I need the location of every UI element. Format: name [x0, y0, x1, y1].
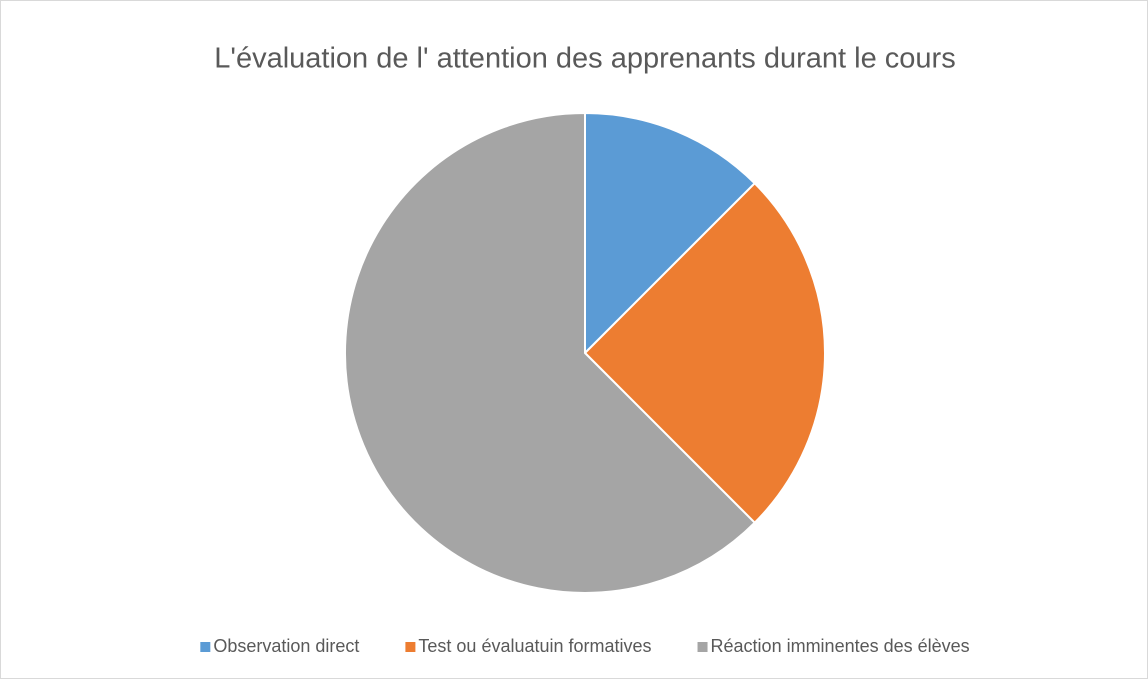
legend-label: Test ou évaluatuin formatives [418, 636, 651, 656]
pie-slice [344, 111, 757, 594]
legend-swatch [697, 642, 708, 652]
legend-swatch [405, 642, 416, 652]
pie-slice [584, 111, 757, 356]
legend-label: Observation direct [213, 636, 359, 656]
chart-title: L'évaluation de l' attention des apprena… [214, 43, 955, 75]
legend-swatch [200, 642, 211, 652]
pie-slice [583, 181, 827, 525]
legend-label: Réaction imminentes des élèves [711, 636, 970, 656]
